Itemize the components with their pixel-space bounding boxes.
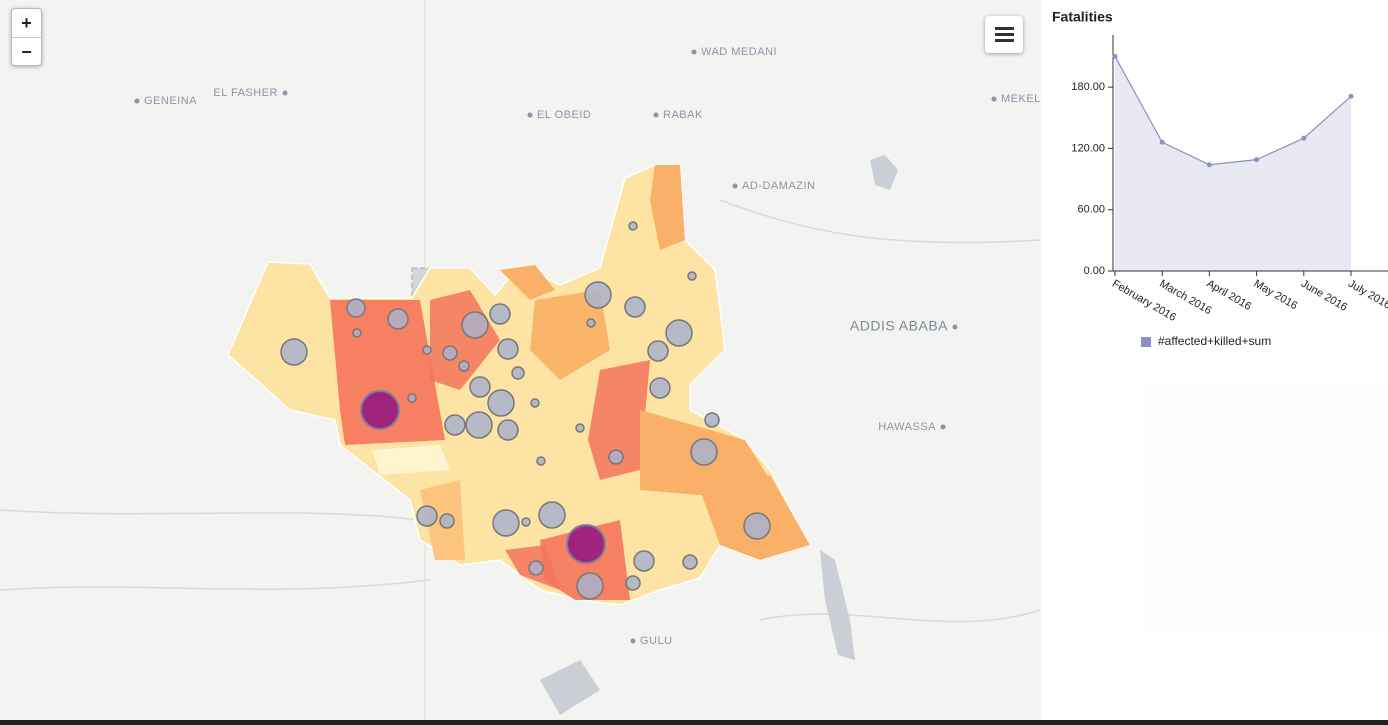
- point: [1348, 93, 1354, 99]
- point: [1206, 162, 1212, 168]
- city-dot: [991, 96, 997, 102]
- marker: [444, 414, 466, 436]
- marker: [690, 438, 718, 466]
- marker: [497, 419, 519, 441]
- zoom-in[interactable]: +: [12, 9, 41, 38]
- chart-panel: Fatalities 0.00 60.00 120.00 180.00 February…: [1041, 0, 1388, 720]
- city-label: HAWASSA: [878, 421, 936, 433]
- city-label: RABAK: [663, 109, 703, 121]
- region: [650, 165, 685, 250]
- bottom-bar: [0, 720, 1388, 725]
- marker: [465, 411, 493, 439]
- marker: [422, 345, 432, 355]
- marker: [682, 554, 698, 570]
- marker: [625, 575, 641, 591]
- region: [588, 360, 650, 480]
- point: [1159, 139, 1165, 145]
- chart: Fatalities 0.0060.00120.00180.00February…: [1052, 9, 1388, 348]
- city-label: ADDIS ABABA: [850, 318, 948, 334]
- marker: [469, 376, 491, 398]
- city-dot: [527, 112, 533, 118]
- city-label: EL OBEID: [537, 109, 591, 121]
- y-tick-label: 60.00: [1077, 204, 1105, 216]
- zoom-out[interactable]: −: [21, 42, 32, 62]
- y-tick-label: 180.00: [1071, 81, 1105, 93]
- marker: [530, 398, 540, 408]
- marker: [538, 501, 566, 529]
- marker: [566, 524, 606, 564]
- marker: [521, 517, 531, 527]
- x-tick-label: July 2016: [1346, 278, 1388, 312]
- marker: [487, 389, 515, 417]
- marker: [575, 423, 585, 433]
- marker: [536, 456, 546, 466]
- marker: [387, 308, 409, 330]
- legend-swatch: [1141, 337, 1151, 347]
- marker: [461, 311, 489, 339]
- marker: [528, 560, 544, 576]
- point: [1301, 135, 1307, 141]
- marker: [704, 412, 720, 428]
- marker: [584, 281, 612, 309]
- menu-button[interactable]: [985, 16, 1023, 53]
- marker: [576, 572, 604, 600]
- y-tick-label: 0.00: [1084, 265, 1105, 277]
- marker: [489, 303, 511, 325]
- marker: [360, 390, 400, 430]
- city-dot: [134, 98, 140, 104]
- city-label: WAD MEDANI: [701, 46, 777, 58]
- region: [530, 290, 610, 380]
- marker: [280, 338, 308, 366]
- country: [227, 164, 812, 606]
- marker: [511, 366, 525, 380]
- city-label: GULU: [640, 635, 673, 647]
- city-dot: [691, 49, 697, 55]
- y-tick-label: 120.00: [1071, 142, 1105, 154]
- marker: [665, 319, 693, 347]
- point: [1254, 157, 1260, 163]
- marker: [346, 298, 366, 318]
- marker: [439, 513, 455, 529]
- region: [500, 265, 555, 300]
- marker: [633, 550, 655, 572]
- city-dot: [282, 90, 288, 96]
- city-dot: [653, 112, 659, 118]
- city-dot: [630, 638, 636, 644]
- city-dot: [952, 324, 958, 330]
- marker: [647, 340, 669, 362]
- boundaries: [0, 199, 1041, 623]
- marker: [586, 318, 596, 328]
- area: [1115, 56, 1351, 271]
- city-label: EL FASHER: [213, 87, 278, 99]
- city-label: GENEINA: [144, 95, 197, 107]
- city-label: MEKELE: [1001, 93, 1049, 105]
- marker: [497, 338, 519, 360]
- marker: [687, 271, 697, 281]
- marker: [458, 360, 470, 372]
- legend-label: #affected+killed+sum: [1158, 334, 1271, 348]
- marker: [743, 512, 771, 540]
- marker: [492, 509, 520, 537]
- marker: [628, 221, 638, 231]
- region: [372, 445, 450, 475]
- marker: [608, 449, 624, 465]
- marker: [649, 377, 671, 399]
- marker: [407, 393, 417, 403]
- chart-title: Fatalities: [1052, 9, 1113, 25]
- marker: [442, 345, 458, 361]
- x-tick-label: June 2016: [1299, 278, 1350, 314]
- x-tick-label: May 2016: [1252, 278, 1300, 313]
- marker: [624, 296, 646, 318]
- zoom-control: + −: [11, 8, 42, 66]
- point: [1112, 53, 1118, 59]
- city-dot: [940, 424, 946, 430]
- city-label: AD-DAMAZIN: [742, 180, 815, 192]
- city-dot: [732, 183, 738, 189]
- line: [1114, 56, 1352, 166]
- marker: [352, 328, 362, 338]
- marker: [416, 505, 438, 527]
